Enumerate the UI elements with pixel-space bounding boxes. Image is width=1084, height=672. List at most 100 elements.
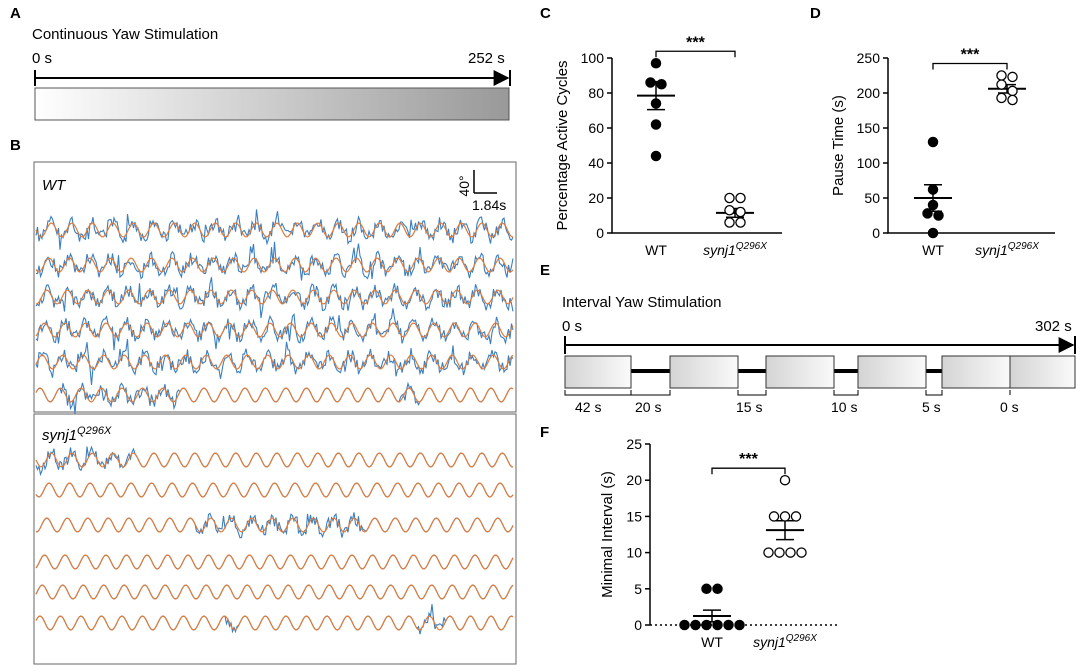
chart-f-point-0-4 xyxy=(701,619,712,631)
chart-f-ylabel: Minimal Interval (s) xyxy=(599,471,616,598)
chart-f-point-1-5 xyxy=(774,547,785,558)
chart-c-ytick-label-100: 100 xyxy=(581,50,605,66)
mutant-traces xyxy=(35,445,514,635)
mut-traces-stimulus-trace-4 xyxy=(35,584,514,600)
panel-label-b: B xyxy=(10,137,21,154)
interval-title: Interval Yaw Stimulation xyxy=(562,294,722,311)
chart-f-point-0-0 xyxy=(701,583,712,595)
chart-c-significance-bracket xyxy=(655,50,736,58)
interval-label-0s: 0 s xyxy=(1000,399,1019,415)
chart-d-point-1-2 xyxy=(996,79,1007,90)
chart-d-axes xyxy=(887,58,1055,234)
chart-c-point-1-5 xyxy=(735,217,746,228)
interval-label-15s: 15 s xyxy=(736,399,762,415)
continuous-start: 0 s xyxy=(32,50,52,67)
mut-traces-stimulus-trace-2 xyxy=(35,517,514,533)
chart-c-point-0-5 xyxy=(650,150,662,162)
chart-f-ytick-label-5: 5 xyxy=(634,581,642,597)
chart-c-point-0-1 xyxy=(645,77,656,88)
chart-d-point-1-4 xyxy=(996,92,1007,104)
bracket-42s xyxy=(564,390,632,396)
chart-d-ytick-label-150: 150 xyxy=(857,120,881,136)
interval-end: 302 s xyxy=(1035,318,1072,335)
chart-d-xlabel-mutant-sup: Q296X xyxy=(1008,241,1039,252)
chart-f-point-0-3 xyxy=(690,619,701,631)
chart-f-ytick-label-0: 0 xyxy=(634,617,642,633)
interval-label-10s: 10 s xyxy=(831,399,857,415)
chart-c-ytick-label-80: 80 xyxy=(588,85,604,101)
wt-traces-eye-trace-0 xyxy=(35,209,514,250)
chart-c-ytick-label-0: 0 xyxy=(596,225,604,241)
chart-f-point-0-5 xyxy=(712,619,723,631)
chart-d-point-0-4 xyxy=(933,210,944,221)
chart-c-point-1-4 xyxy=(724,217,735,228)
stim-block-6 xyxy=(1009,355,1076,389)
panel-label-f: F xyxy=(540,424,549,441)
wt-trace-label: WT xyxy=(42,177,67,194)
chart-c-axes xyxy=(611,58,782,234)
chart-d-point-0-1 xyxy=(927,184,939,195)
bracket-20s xyxy=(630,390,671,396)
chart-f-ytick-label-25: 25 xyxy=(626,436,642,452)
chart-c-point-1-0 xyxy=(724,192,735,204)
chart-d-xlabel-wt: WT xyxy=(922,242,944,258)
chart-f-xlabel-mutant: synj1Q296X xyxy=(753,633,817,650)
interval-label-5s: 5 s xyxy=(922,399,941,415)
panel-label-c: C xyxy=(540,5,551,22)
bracket-10s xyxy=(833,390,859,396)
chart-f-xlabel-wt: WT xyxy=(701,634,723,650)
bracket-15s xyxy=(737,390,767,396)
mutant-trace-box xyxy=(33,413,517,665)
chart-c-percentage-active-cycles: 0 20 40 60 80 100 Percentage Active Cycles WT sy… xyxy=(554,34,782,258)
chart-c-point-0-3 xyxy=(650,98,662,109)
interval-start: 0 s xyxy=(562,318,582,335)
chart-f-point-1-1 xyxy=(768,511,780,522)
chart-f-point-0-2 xyxy=(679,619,690,631)
chart-d-significance-stars: *** xyxy=(961,47,980,64)
scale-bar-time-label: 1.84s xyxy=(472,197,506,213)
wt-traces-eye-trace-1 xyxy=(36,241,514,281)
chart-c-ylabel: Percentage Active Cycles xyxy=(554,60,571,230)
chart-d-point-1-3 xyxy=(1007,85,1018,97)
stim-block-3 xyxy=(765,355,835,389)
chart-f-point-0-1 xyxy=(712,583,723,595)
chart-c-point-0-4 xyxy=(650,119,662,130)
chart-d-point-1-5 xyxy=(1007,94,1018,106)
mut-traces-eye-trace-4 xyxy=(35,584,514,600)
panel-label-a: A xyxy=(10,5,21,22)
mut-traces-stimulus-trace-5 xyxy=(35,615,514,631)
chart-f-ytick-label-20: 20 xyxy=(626,472,642,488)
stim-block-1 xyxy=(564,355,632,389)
wt-traces-stimulus-trace-4 xyxy=(35,354,514,370)
chart-d-significance-bracket xyxy=(932,62,1008,70)
panel-label-d: D xyxy=(810,5,821,22)
chart-c-xlabel-mutant-sup: Q296X xyxy=(736,241,767,252)
chart-d-point-1-0 xyxy=(996,70,1007,81)
chart-f-point-1-2 xyxy=(779,511,791,522)
chart-f-point-0-7 xyxy=(734,619,745,631)
chart-f-point-1-0 xyxy=(779,474,791,486)
continuous-stimulus-bar xyxy=(34,87,510,121)
chart-d-xlabel-mutant: synj1Q296X xyxy=(975,241,1039,258)
bracket-5s xyxy=(925,390,943,396)
chart-f-minimal-interval: 0 5 10 15 20 25 Minimal Interval (s) WT synj1Q29… xyxy=(599,436,840,650)
stim-block-5 xyxy=(941,355,1011,389)
continuous-title: Continuous Yaw Stimulation xyxy=(32,26,218,43)
stim-block-2 xyxy=(669,355,739,389)
chart-c-point-0-2 xyxy=(656,79,667,90)
chart-f-xlabel-mutant-sup: Q296X xyxy=(786,633,817,644)
wt-traces xyxy=(35,209,514,414)
chart-d-point-0-3 xyxy=(922,208,933,219)
chart-d-ytick-label-200: 200 xyxy=(857,85,881,101)
chart-d-ytick-label-100: 100 xyxy=(857,155,881,171)
scale-bar-angle-label: 40° xyxy=(456,175,472,196)
chart-c-ytick-label-60: 60 xyxy=(588,120,604,136)
mutant-trace-label-base: synj1 xyxy=(42,427,77,444)
wt-traces-stimulus-trace-5 xyxy=(35,387,514,403)
continuous-end: 252 s xyxy=(468,50,505,67)
chart-d-pause-time: 0 50 100 150 200 250 Pause Time (s) WT synj1Q296… xyxy=(830,47,1055,258)
chart-f-point-1-3 xyxy=(790,511,802,522)
chart-f-significance-stars: *** xyxy=(739,451,758,468)
wt-traces-eye-trace-4 xyxy=(35,339,514,386)
